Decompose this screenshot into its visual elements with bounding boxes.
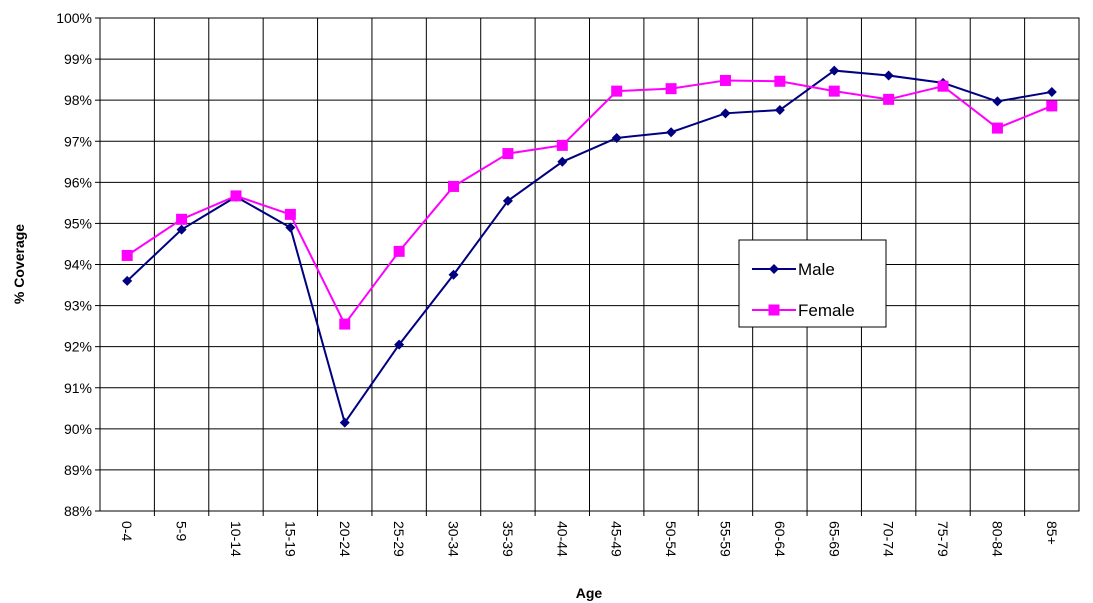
x-tick-label: 60-64 [772, 521, 788, 557]
y-tick-label: 89% [64, 462, 92, 478]
female-data-point [339, 318, 351, 330]
y-tick-label: 97% [64, 133, 92, 149]
x-tick-label: 40-44 [554, 521, 570, 557]
male-data-point [448, 269, 459, 280]
male-data-point [883, 70, 894, 81]
female-data-point [719, 74, 731, 86]
male-data-point [666, 127, 677, 138]
x-axis-title: Age [576, 585, 603, 601]
female-data-point [448, 180, 460, 192]
female-data-point [665, 83, 677, 95]
female-data-point [883, 93, 895, 105]
female-data-point [991, 122, 1003, 134]
female-data-point [1046, 100, 1058, 112]
x-tick-label: 45-49 [609, 521, 625, 557]
female-data-point [230, 190, 242, 202]
y-tick-label: 94% [64, 257, 92, 273]
x-tick-label: 65-69 [826, 521, 842, 557]
male-data-point [774, 105, 785, 116]
x-tick-label: 80-84 [989, 521, 1005, 557]
grid-lines [95, 17, 1079, 516]
y-tick-label: 93% [64, 298, 92, 314]
male-data-point [394, 339, 405, 350]
x-tick-label: 75-79 [935, 521, 951, 557]
x-tick-label: 70-74 [881, 521, 897, 557]
y-tick-label: 92% [64, 339, 92, 355]
y-tick-label: 88% [64, 503, 92, 519]
x-tick-label: 25-29 [391, 521, 407, 557]
legend-male-marker [769, 264, 779, 274]
female-data-point [393, 245, 405, 257]
x-tick-label: 5-9 [174, 521, 190, 541]
male-data-point [557, 156, 568, 167]
male-data-point [502, 195, 513, 206]
legend-female-label: Female [798, 301, 855, 320]
female-data-point [121, 249, 133, 261]
x-tick-label: 55-59 [717, 521, 733, 557]
female-data-point [937, 80, 949, 92]
female-data-point [611, 85, 623, 97]
x-tick-label: 50-54 [663, 521, 679, 557]
x-tick-label: 0-4 [119, 521, 135, 541]
y-tick-label: 95% [64, 215, 92, 231]
y-tick-label: 99% [64, 51, 92, 67]
x-tick-label: 15-19 [282, 521, 298, 557]
x-tick-label: 35-39 [500, 521, 516, 557]
female-data-point [828, 85, 840, 97]
female-data-point [176, 213, 188, 225]
male-data-point [829, 65, 840, 76]
x-tick-label: 20-24 [337, 521, 353, 557]
legend-female-marker [768, 304, 780, 316]
legend-male-label: Male [798, 260, 835, 279]
y-tick-label: 98% [64, 92, 92, 108]
male-data-point [1046, 86, 1057, 97]
male-data-point [720, 108, 731, 119]
male-data-point [176, 224, 187, 235]
male-data-point [611, 132, 622, 143]
x-tick-label: 30-34 [446, 521, 462, 557]
male-data-point [992, 96, 1003, 107]
series-lines [121, 65, 1058, 428]
plot-area-border [99, 17, 1080, 512]
male-data-point [122, 275, 133, 286]
x-tick-label: 10-14 [228, 521, 244, 557]
female-series-line [126, 79, 1053, 326]
female-data-point [502, 148, 514, 160]
y-axis-title: % Coverage [11, 224, 27, 304]
legend: Male Female [738, 239, 887, 328]
x-tick-labels: 0-4 5-9 10-14 15-19 20-24 25-29 30-34 35-39 40-4… [119, 521, 1060, 557]
female-data-point [556, 139, 568, 151]
female-data-point [774, 75, 786, 87]
y-tick-label: 91% [64, 380, 92, 396]
male-data-point [285, 222, 296, 233]
x-tick-label: 85+ [1044, 521, 1060, 545]
y-tick-label: 96% [64, 174, 92, 190]
male-series-line [126, 69, 1052, 425]
y-tick-label: 100% [56, 10, 92, 26]
male-data-point [339, 417, 350, 428]
legend-box [738, 239, 887, 328]
female-data-point [284, 208, 296, 220]
y-tick-label: 90% [64, 421, 92, 437]
y-tick-labels: 88% 89% 90% 91% 92% 93% 94% 95% 96% 97% 98% 99% 100% [56, 10, 92, 519]
